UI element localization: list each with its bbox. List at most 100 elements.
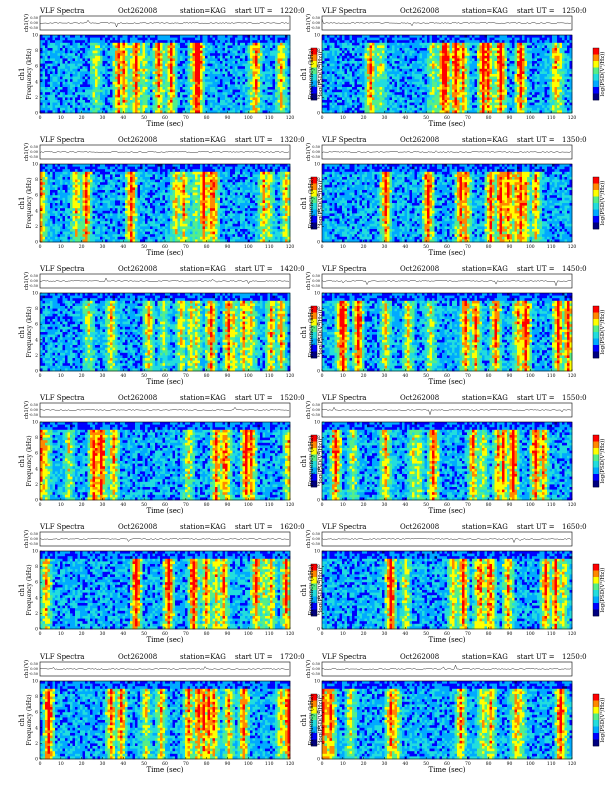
x-tick-label: 100 xyxy=(526,761,535,767)
x-tick-label: 90 xyxy=(225,115,231,121)
colorbar-segment xyxy=(593,720,599,727)
y-axis-channel-label: ch1 xyxy=(300,714,308,727)
x-tick-label: 20 xyxy=(79,502,85,508)
x-tick-label: 60 xyxy=(444,373,450,379)
x-tick-label: 100 xyxy=(244,244,253,250)
x-tick-label: 120 xyxy=(568,631,577,637)
x-tick-label: 0 xyxy=(39,244,42,250)
panel-station: station=KAG xyxy=(462,523,508,531)
y-tick-label: 0 xyxy=(35,757,38,763)
y-tick-label: 6 xyxy=(35,580,38,586)
panel-title: VLF Spectra xyxy=(39,653,84,661)
x-tick-label: 100 xyxy=(244,115,253,121)
y-tick-label: 8 xyxy=(317,306,320,312)
colorbar-label: log(PSD(V²/Hz)) xyxy=(317,698,324,743)
waveform-tick-label: 0.00 xyxy=(30,279,38,283)
x-tick-label: 110 xyxy=(265,373,274,379)
x-tick-label: 40 xyxy=(120,631,126,637)
y-tick-label: 6 xyxy=(317,451,320,457)
waveform-frame xyxy=(321,531,573,547)
y-tick-label: 4 xyxy=(317,337,320,343)
x-tick-label: 40 xyxy=(402,502,408,508)
x-tick-label: 70 xyxy=(183,244,189,250)
colorbar-segment xyxy=(311,435,317,442)
panel-title: VLF Spectra xyxy=(39,265,84,273)
panel-start-ut: 1450:0 xyxy=(562,265,587,273)
colorbar-segment xyxy=(311,54,317,62)
colorbar-segment xyxy=(311,739,317,747)
x-tick-label: 50 xyxy=(141,244,147,250)
colorbar-segment xyxy=(593,564,599,571)
x-tick-label: 50 xyxy=(423,502,429,508)
x-tick-label: 120 xyxy=(286,244,295,250)
x-tick-label: 30 xyxy=(382,373,388,379)
colorbar-segment xyxy=(593,319,599,326)
y-tick-label: 4 xyxy=(317,595,320,601)
x-tick-label: 120 xyxy=(286,761,295,767)
panel-start-ut: 1420:0 xyxy=(280,265,305,273)
y-tick-label: 0 xyxy=(317,498,320,504)
y-axis-label: Frequency (kHz) xyxy=(308,177,315,228)
spectrogram-panel: VLF Spectra Oct262008 station=KAG start UT … xyxy=(18,520,328,648)
colorbar-frame xyxy=(310,693,318,747)
panel-title: VLF Spectra xyxy=(321,7,366,15)
panel-station: station=KAG xyxy=(462,136,508,144)
y-axis-channel-label: ch1 xyxy=(300,326,308,339)
colorbar-segment xyxy=(593,739,599,747)
colorbar-label: log(PSD(V²/Hz)) xyxy=(317,310,324,355)
waveform-ylabel: ch1(V) xyxy=(23,401,30,419)
x-tick-label: 40 xyxy=(402,761,408,767)
x-tick-label: 50 xyxy=(423,244,429,250)
colorbar-segment xyxy=(311,312,317,320)
y-tick-label: 0 xyxy=(317,757,320,763)
waveform-ylabel: ch1(V) xyxy=(23,530,30,548)
x-tick-label: 100 xyxy=(526,502,535,508)
waveform-tick-label: 0.00 xyxy=(30,667,38,671)
y-axis-label: Frequency (kHz) xyxy=(26,306,33,357)
colorbar: log(PSD(V²/Hz)) xyxy=(310,176,324,230)
x-tick-label: 90 xyxy=(225,373,231,379)
waveform-tick-label: 0.50 xyxy=(30,145,38,149)
y-tick-label: 4 xyxy=(317,79,320,85)
y-tick-label: 0 xyxy=(35,111,38,117)
colorbar-segment xyxy=(311,713,317,721)
waveform-tick-label: 0.00 xyxy=(312,408,320,412)
colorbar-segment xyxy=(593,312,599,320)
colorbar-segment xyxy=(311,570,317,578)
waveform-ylabel: ch1(V) xyxy=(305,14,312,32)
waveform-trace xyxy=(39,666,290,670)
colorbar-segment xyxy=(311,583,317,591)
y-tick-label: 8 xyxy=(35,694,38,700)
panel-start-ut: 1520:0 xyxy=(280,394,305,402)
panel-ut-prefix: start UT = xyxy=(235,653,273,661)
y-tick-label: 2 xyxy=(35,482,38,488)
y-tick-label: 4 xyxy=(35,466,38,472)
y-tick-label: 2 xyxy=(317,611,320,617)
colorbar-segment xyxy=(593,196,599,204)
panel-station: station=KAG xyxy=(462,265,508,273)
colorbar-label: log(PSD(V²/Hz)) xyxy=(599,310,606,355)
colorbar-segment xyxy=(311,448,317,455)
y-tick-label: 6 xyxy=(317,322,320,328)
y-tick-label: 6 xyxy=(317,710,320,716)
y-tick-label: 8 xyxy=(35,435,38,441)
y-tick-label: 4 xyxy=(35,725,38,731)
waveform-tick-label: 0.50 xyxy=(312,532,320,536)
x-tick-label: 100 xyxy=(526,115,535,121)
waveform-tick-label: -0.50 xyxy=(311,672,320,676)
panel-date: Oct262008 xyxy=(118,394,157,402)
spectrogram-panel: VLF Spectra Oct262008 station=KAG start UT … xyxy=(300,650,610,778)
waveform-ylabel: ch1(V) xyxy=(305,272,312,290)
colorbar-segment xyxy=(311,441,317,449)
y-tick-label: 0 xyxy=(317,627,320,633)
x-tick-label: 0 xyxy=(321,761,324,767)
colorbar-segment xyxy=(593,183,599,191)
waveform-tick-label: -0.50 xyxy=(29,672,38,676)
colorbar-segment xyxy=(593,570,599,578)
x-tick-label: 50 xyxy=(423,373,429,379)
y-tick-label: 10 xyxy=(314,679,320,685)
panel-ut-prefix: start UT = xyxy=(517,7,555,15)
